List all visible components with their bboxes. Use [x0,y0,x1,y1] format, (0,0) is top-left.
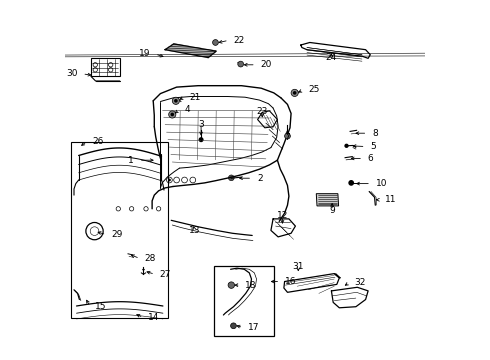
Text: 5: 5 [370,142,376,151]
Text: 10: 10 [376,179,387,188]
Circle shape [285,133,291,139]
Text: 18: 18 [245,281,257,289]
Text: 27: 27 [160,270,171,279]
Polygon shape [91,58,120,76]
Bar [72,142,168,318]
Text: 17: 17 [248,323,259,332]
Circle shape [172,97,179,104]
Circle shape [169,111,176,118]
Text: 23: 23 [257,107,268,116]
Text: 2: 2 [257,174,263,183]
Text: 16: 16 [285,277,296,286]
Text: 13: 13 [189,226,200,235]
Circle shape [293,91,296,95]
Bar [215,266,274,336]
Circle shape [174,99,178,103]
Circle shape [213,40,219,45]
Text: 32: 32 [354,278,366,287]
Text: 8: 8 [372,129,378,138]
Polygon shape [165,44,216,58]
Text: 3: 3 [198,120,204,129]
Text: 7: 7 [285,133,291,142]
Text: 11: 11 [385,195,396,204]
Text: 31: 31 [293,262,304,271]
Text: 4: 4 [184,105,190,114]
Circle shape [168,179,171,181]
Text: 21: 21 [189,93,200,102]
Text: 28: 28 [145,254,156,263]
Circle shape [231,323,236,329]
Text: 24: 24 [326,53,337,62]
Text: 15: 15 [95,302,106,311]
Polygon shape [316,194,339,206]
Circle shape [228,175,234,181]
Text: 14: 14 [148,313,160,322]
Text: 19: 19 [139,49,150,58]
Text: 12: 12 [277,211,288,220]
Text: 30: 30 [66,69,77,78]
Circle shape [198,137,204,142]
Circle shape [344,144,349,148]
Text: 26: 26 [92,136,103,145]
Circle shape [291,89,298,96]
Circle shape [238,61,244,67]
Circle shape [228,282,235,288]
Text: 20: 20 [261,60,272,69]
Text: 29: 29 [111,230,122,239]
Text: 6: 6 [368,154,373,163]
Text: 9: 9 [329,206,335,215]
Text: 25: 25 [308,85,319,94]
Text: 22: 22 [233,36,245,45]
Circle shape [348,180,354,186]
Circle shape [171,113,174,116]
Text: 1: 1 [128,156,134,165]
